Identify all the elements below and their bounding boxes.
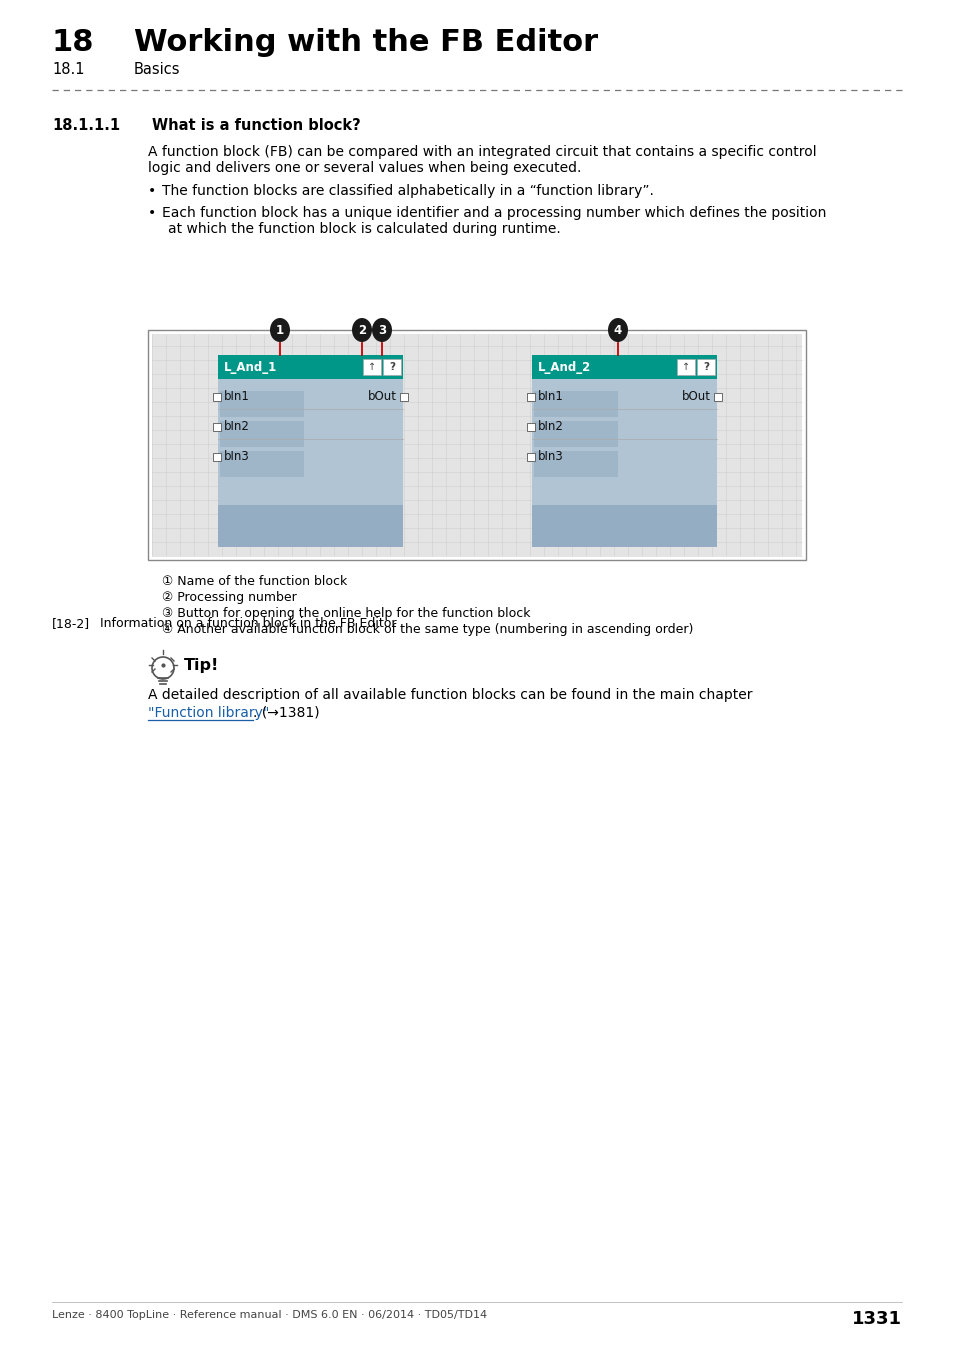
Text: 18.1: 18.1 xyxy=(52,62,85,77)
Text: bOut: bOut xyxy=(368,390,396,404)
Text: L_And_1: L_And_1 xyxy=(224,360,277,374)
Text: ② Processing number: ② Processing number xyxy=(162,591,296,603)
Text: "Function library": "Function library" xyxy=(148,706,269,720)
Bar xyxy=(526,454,535,460)
Text: •: • xyxy=(148,184,156,198)
Bar xyxy=(532,355,717,379)
Ellipse shape xyxy=(270,319,290,342)
Bar xyxy=(213,423,221,431)
Text: L_And_2: L_And_2 xyxy=(537,360,591,374)
Bar xyxy=(213,454,221,460)
Ellipse shape xyxy=(352,319,372,342)
Text: Basics: Basics xyxy=(133,62,180,77)
Text: 18.1.1.1: 18.1.1.1 xyxy=(52,117,120,134)
Text: Working with the FB Editor: Working with the FB Editor xyxy=(133,28,598,57)
Bar xyxy=(532,379,717,547)
Text: 3: 3 xyxy=(377,324,386,336)
Text: [18-2]: [18-2] xyxy=(52,617,90,630)
Text: . (→1381): . (→1381) xyxy=(253,706,319,720)
Text: A detailed description of all available function blocks can be found in the main: A detailed description of all available … xyxy=(148,688,752,702)
Text: •: • xyxy=(148,207,156,220)
Text: bIn2: bIn2 xyxy=(224,420,250,433)
Bar xyxy=(220,451,304,477)
Bar xyxy=(526,393,535,401)
Text: 18: 18 xyxy=(52,28,94,57)
Ellipse shape xyxy=(607,319,627,342)
Text: ① Name of the function block: ① Name of the function block xyxy=(162,575,347,589)
Text: 4: 4 xyxy=(613,324,621,336)
Bar xyxy=(213,393,221,401)
Bar xyxy=(534,421,618,447)
Bar xyxy=(399,393,408,401)
Bar xyxy=(534,451,618,477)
Text: bIn2: bIn2 xyxy=(537,420,563,433)
Text: bOut: bOut xyxy=(681,390,710,404)
Text: logic and delivers one or several values when being executed.: logic and delivers one or several values… xyxy=(148,161,580,176)
Bar xyxy=(148,329,805,560)
Bar xyxy=(526,423,535,431)
Text: 2: 2 xyxy=(357,324,366,336)
Text: bIn3: bIn3 xyxy=(537,451,563,463)
Text: ↑: ↑ xyxy=(681,362,689,373)
Bar xyxy=(220,392,304,417)
Bar xyxy=(218,355,402,379)
Text: ?: ? xyxy=(389,362,395,373)
Text: at which the function block is calculated during runtime.: at which the function block is calculate… xyxy=(168,221,560,236)
Text: What is a function block?: What is a function block? xyxy=(152,117,360,134)
Bar xyxy=(218,379,402,547)
Text: 1331: 1331 xyxy=(851,1310,901,1328)
Bar xyxy=(220,421,304,447)
Ellipse shape xyxy=(372,319,392,342)
Text: Each function block has a unique identifier and a processing number which define: Each function block has a unique identif… xyxy=(162,207,825,220)
Text: bIn1: bIn1 xyxy=(224,390,250,404)
Text: bIn3: bIn3 xyxy=(224,451,250,463)
Bar xyxy=(363,359,380,375)
Text: ④ Another available function block of the same type (numbering in ascending orde: ④ Another available function block of th… xyxy=(162,622,693,636)
Bar xyxy=(677,359,695,375)
Text: A function block (FB) can be compared with an integrated circuit that contains a: A function block (FB) can be compared wi… xyxy=(148,144,816,159)
Bar xyxy=(152,333,801,556)
Bar xyxy=(218,505,402,547)
Text: Tip!: Tip! xyxy=(184,657,219,674)
Text: Lenze · 8400 TopLine · Reference manual · DMS 6.0 EN · 06/2014 · TD05/TD14: Lenze · 8400 TopLine · Reference manual … xyxy=(52,1310,487,1320)
Text: ?: ? xyxy=(702,362,708,373)
Text: bIn1: bIn1 xyxy=(537,390,563,404)
Text: The function blocks are classified alphabetically in a “function library”.: The function blocks are classified alpha… xyxy=(162,184,653,198)
Bar xyxy=(534,392,618,417)
Text: ③ Button for opening the online help for the function block: ③ Button for opening the online help for… xyxy=(162,608,530,620)
Bar xyxy=(697,359,714,375)
Text: 1: 1 xyxy=(275,324,284,336)
Text: Information on a function block in the FB Editor: Information on a function block in the F… xyxy=(100,617,396,630)
Bar xyxy=(382,359,400,375)
Text: ↑: ↑ xyxy=(368,362,375,373)
Bar xyxy=(532,505,717,547)
Bar xyxy=(713,393,721,401)
